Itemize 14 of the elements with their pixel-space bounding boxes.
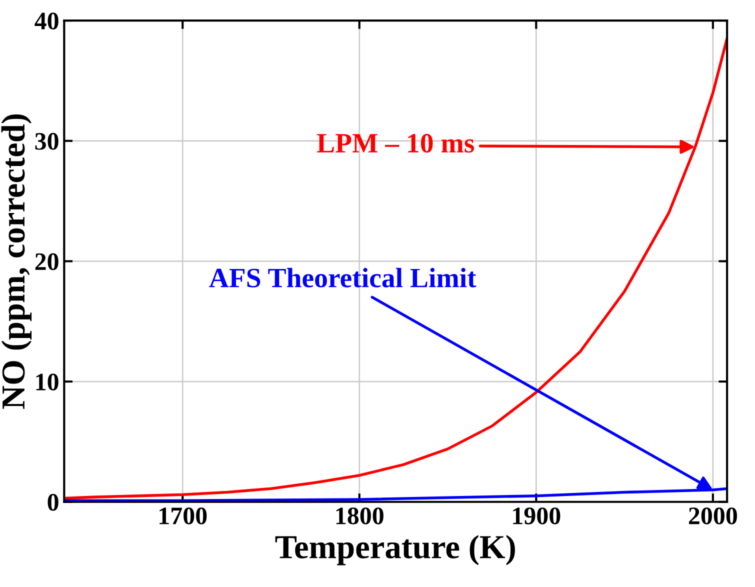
- y-tick-label: 20: [35, 253, 58, 270]
- y-axis-title: NO (ppm, corrected): [1, 114, 32, 409]
- x-axis-title: Temperature (K): [275, 534, 515, 566]
- y-tick-label: 0: [48, 494, 58, 511]
- x-tick-label: 1800: [336, 507, 384, 524]
- y-tick-label: 10: [36, 374, 58, 390]
- annotation: LPM – 10 ms: [317, 134, 474, 153]
- annotation: AFS Theoretical Limit: [209, 268, 476, 288]
- y-tick-label: 40: [34, 12, 58, 30]
- y-tick-label: 30: [35, 132, 58, 150]
- line-series: [64, 37, 728, 500]
- x-tick-label: 1900: [513, 507, 560, 524]
- x-tick-label: 1700: [160, 507, 207, 524]
- x-tick-label: 2000: [688, 507, 737, 524]
